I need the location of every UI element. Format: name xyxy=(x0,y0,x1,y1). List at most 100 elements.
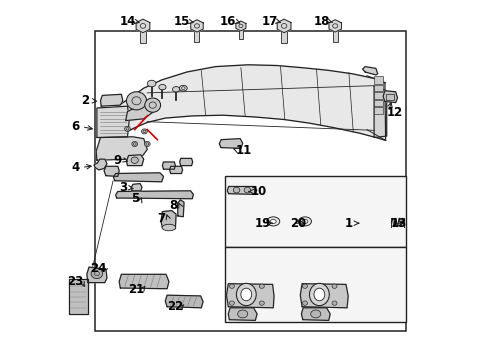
Ellipse shape xyxy=(172,86,179,92)
Polygon shape xyxy=(97,106,129,138)
Polygon shape xyxy=(328,20,341,32)
Bar xyxy=(373,85,382,91)
Ellipse shape xyxy=(179,85,187,91)
Ellipse shape xyxy=(237,310,247,318)
Text: 14: 14 xyxy=(119,15,135,28)
Bar xyxy=(385,94,393,100)
Polygon shape xyxy=(136,19,149,33)
Bar xyxy=(332,29,337,42)
Polygon shape xyxy=(179,158,192,166)
Ellipse shape xyxy=(302,301,307,305)
Ellipse shape xyxy=(144,141,150,147)
Ellipse shape xyxy=(159,85,166,90)
Text: 7: 7 xyxy=(157,212,165,225)
Polygon shape xyxy=(373,86,386,138)
Ellipse shape xyxy=(233,187,239,193)
Ellipse shape xyxy=(229,301,234,305)
Polygon shape xyxy=(169,166,182,174)
Polygon shape xyxy=(177,200,183,217)
Text: 19: 19 xyxy=(255,217,271,230)
Polygon shape xyxy=(277,19,290,33)
Bar xyxy=(140,29,145,43)
Polygon shape xyxy=(300,284,347,308)
Text: 8: 8 xyxy=(169,199,177,212)
Text: 18: 18 xyxy=(313,15,329,28)
Polygon shape xyxy=(126,155,143,166)
Polygon shape xyxy=(162,162,175,169)
Ellipse shape xyxy=(270,219,276,224)
Bar xyxy=(239,28,243,39)
Polygon shape xyxy=(115,65,385,140)
Polygon shape xyxy=(131,184,142,191)
Polygon shape xyxy=(101,94,122,106)
Text: 5: 5 xyxy=(130,192,139,205)
Bar xyxy=(224,247,406,322)
Polygon shape xyxy=(382,91,397,103)
Polygon shape xyxy=(301,308,329,320)
Polygon shape xyxy=(125,104,156,121)
Text: 15: 15 xyxy=(173,15,189,28)
Text: 9: 9 xyxy=(113,154,122,167)
Polygon shape xyxy=(165,295,203,308)
Polygon shape xyxy=(190,20,203,32)
Bar xyxy=(373,76,382,84)
Text: 13: 13 xyxy=(390,217,407,230)
Ellipse shape xyxy=(266,217,279,226)
Text: 23: 23 xyxy=(67,275,83,288)
Text: 12: 12 xyxy=(386,106,402,119)
Text: 24: 24 xyxy=(90,262,107,275)
Ellipse shape xyxy=(131,157,138,163)
Ellipse shape xyxy=(147,80,156,87)
Polygon shape xyxy=(228,308,257,320)
Bar xyxy=(194,29,199,42)
Ellipse shape xyxy=(302,284,307,288)
Polygon shape xyxy=(113,173,163,182)
Ellipse shape xyxy=(162,224,175,231)
Ellipse shape xyxy=(259,284,264,288)
Ellipse shape xyxy=(236,283,256,306)
Text: 21: 21 xyxy=(127,283,143,296)
Text: 17: 17 xyxy=(261,15,277,28)
Ellipse shape xyxy=(132,141,137,147)
Polygon shape xyxy=(94,159,107,170)
Ellipse shape xyxy=(244,187,250,193)
Text: 20: 20 xyxy=(290,217,306,230)
Bar xyxy=(95,31,406,331)
Ellipse shape xyxy=(91,269,102,279)
Ellipse shape xyxy=(331,301,336,305)
Polygon shape xyxy=(119,274,168,289)
Ellipse shape xyxy=(241,288,251,301)
Polygon shape xyxy=(219,139,242,148)
Ellipse shape xyxy=(310,310,320,318)
Polygon shape xyxy=(235,21,245,31)
Bar xyxy=(373,100,382,106)
Ellipse shape xyxy=(141,129,147,134)
Polygon shape xyxy=(87,267,107,283)
Ellipse shape xyxy=(313,288,324,301)
Bar xyxy=(281,29,286,43)
Ellipse shape xyxy=(309,283,328,306)
Ellipse shape xyxy=(302,219,307,224)
Text: 10: 10 xyxy=(250,185,266,198)
Polygon shape xyxy=(104,166,119,176)
Ellipse shape xyxy=(124,126,130,131)
Polygon shape xyxy=(362,67,377,75)
Text: 4: 4 xyxy=(71,161,79,174)
Text: 22: 22 xyxy=(167,300,183,313)
Bar xyxy=(373,107,382,114)
Text: 6: 6 xyxy=(71,120,79,133)
Bar xyxy=(224,176,406,247)
Ellipse shape xyxy=(126,92,146,110)
Text: 16: 16 xyxy=(220,15,236,28)
Ellipse shape xyxy=(298,217,311,226)
Polygon shape xyxy=(227,186,256,194)
Text: 3: 3 xyxy=(119,181,127,194)
Text: 1: 1 xyxy=(344,217,352,230)
Polygon shape xyxy=(96,137,147,160)
Text: 11: 11 xyxy=(235,144,251,157)
Polygon shape xyxy=(161,211,176,229)
Ellipse shape xyxy=(229,284,234,288)
Ellipse shape xyxy=(259,301,264,305)
Polygon shape xyxy=(226,284,273,308)
Polygon shape xyxy=(115,191,193,199)
